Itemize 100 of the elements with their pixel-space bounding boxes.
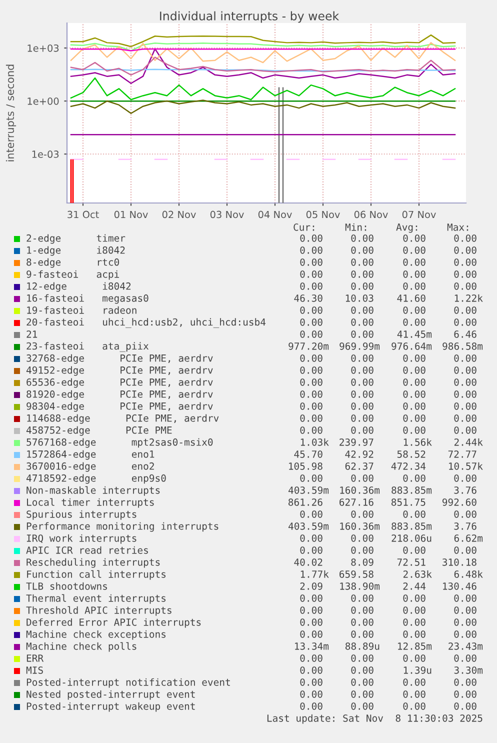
text: 0.00	[454, 606, 476, 614]
text: Cur:	[294, 223, 314, 231]
legend-label: 20-fasteoi uhci_hcd:usb2, uhci_hcd:usb4	[26, 318, 266, 328]
legend-label: 81920-edge PCIe PME, aerdrv	[26, 390, 213, 400]
text: 0.00	[300, 414, 322, 422]
legend-label: Thermal event interrupts	[26, 594, 166, 604]
text: 0.00	[300, 246, 322, 254]
line-series	[70, 34, 456, 48]
line-series	[70, 42, 456, 52]
text: 0.00	[454, 246, 476, 254]
legend-label: IRQ work interrupts	[26, 534, 136, 544]
legend-label: 12-edge i8042	[27, 282, 131, 292]
legend-label: Nested posted-interrupt event	[26, 690, 195, 700]
text: 0.00	[403, 414, 426, 422]
text: 0.00	[300, 606, 322, 614]
text: 0.00	[454, 702, 476, 710]
text: 0.00	[403, 366, 426, 374]
text: 130.46	[443, 582, 476, 590]
y-tick-label: 1e+03	[28, 44, 59, 52]
text: 0.00	[403, 378, 426, 386]
text: 0.00	[403, 270, 426, 278]
text: 0.00	[351, 318, 374, 326]
text: 58.52	[397, 450, 426, 458]
text: 0.00	[351, 534, 374, 542]
text: 0.00	[300, 594, 322, 602]
text: 0.00	[403, 390, 426, 398]
text: 0.00	[454, 282, 476, 290]
text: 0.00	[300, 474, 322, 482]
text: 977.20m	[288, 342, 329, 350]
y-tick-label: 1e-03	[32, 150, 59, 158]
text: 0.00	[351, 654, 374, 662]
text: 0.00	[300, 654, 322, 662]
legend-label: 49152-edge PCIe PME, aerdrv	[26, 366, 213, 376]
legend-label: 1572864-edge eno1	[27, 450, 154, 460]
text: 0.00	[454, 402, 476, 410]
text: 0.00	[454, 654, 476, 662]
text: 0.00	[300, 546, 322, 554]
text: 1.03k	[300, 438, 329, 446]
text: 0.00	[300, 378, 322, 386]
text: 0.00	[300, 666, 322, 674]
text: 0.00	[300, 426, 322, 434]
text: 13.34m	[295, 642, 329, 650]
text: 0.00	[403, 306, 426, 314]
legend-label: Machine check polls	[26, 642, 136, 652]
x-tick-label: 31 Oct	[68, 210, 99, 218]
text: 0.00	[351, 354, 374, 362]
line-series	[70, 77, 456, 100]
text: Max:	[447, 224, 468, 231]
text: 0.00	[351, 366, 374, 374]
legend-label: Machine check exceptions	[26, 630, 166, 640]
text: 0.00	[403, 402, 426, 410]
text: Avg:	[396, 224, 418, 233]
text: 883.85m	[392, 522, 432, 530]
legend-label: Posted-interrupt wakeup event	[26, 702, 195, 712]
text: 0.00	[351, 402, 374, 410]
text: 0.00	[351, 546, 374, 554]
text: 0.00	[351, 426, 374, 434]
text: 45.70	[294, 450, 322, 458]
text: 0.00	[454, 234, 476, 242]
chart-title: Individual interrupts - by week	[160, 11, 340, 23]
text: 403.59m	[288, 522, 329, 530]
text: 42.92	[345, 450, 374, 458]
text: 0.00	[454, 366, 476, 374]
text: 986.58m	[442, 342, 483, 350]
text: 0.00	[351, 246, 374, 254]
legend-label: MIS	[26, 666, 43, 674]
text: 0.00	[403, 510, 426, 518]
text: 0.00	[300, 534, 322, 542]
text: 0.00	[300, 270, 322, 278]
text: 0.00	[454, 510, 476, 518]
text: 2.44k	[454, 438, 483, 446]
text: 0.00	[454, 378, 476, 386]
text: 0.00	[454, 306, 476, 314]
text: 0.00	[351, 702, 374, 710]
text: 3.76	[454, 522, 476, 530]
text: 0.00	[351, 678, 374, 686]
text: 0.00	[351, 510, 374, 518]
legend-label: 98304-edge PCIe PME, aerdrv	[26, 402, 213, 412]
line-series	[70, 56, 456, 76]
text: 0.00	[300, 366, 322, 374]
text: 0.00	[351, 378, 374, 386]
legend-label: 1-edge i8042	[27, 246, 125, 256]
text: 0.00	[351, 630, 374, 638]
text: 883.85m	[392, 486, 432, 494]
text: 6.46	[454, 330, 476, 338]
text: 239.97	[340, 438, 374, 446]
text: 0.00	[351, 414, 374, 422]
text: 41.45m	[397, 330, 432, 338]
text: 851.75	[392, 498, 426, 506]
text: 0.00	[403, 606, 426, 614]
text: 0.00	[300, 402, 322, 410]
text: 10.57k	[449, 462, 483, 470]
text: 0.00	[300, 282, 322, 290]
text: 659.58	[340, 570, 374, 578]
text: 72.77	[448, 450, 476, 458]
legend-label: 2-edge timer	[26, 234, 126, 244]
text: 3.76	[454, 486, 476, 494]
text: 627.16	[340, 498, 374, 506]
legend-label: Local timer interrupts	[27, 498, 154, 508]
legend-label: Deferred Error APIC interrupts	[26, 618, 201, 628]
